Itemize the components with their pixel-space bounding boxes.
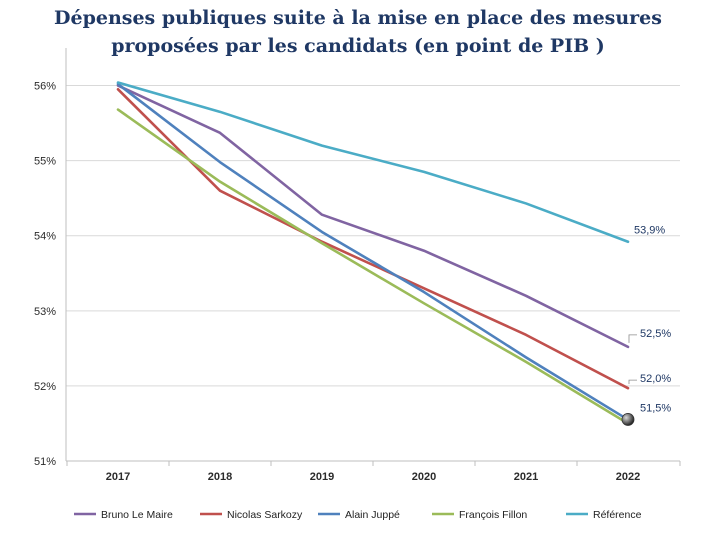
series-line-alain-juppe <box>116 82 630 422</box>
legend-item-reference: Référence <box>566 509 642 521</box>
data-label-leader <box>628 334 637 343</box>
x-tick-label: 2022 <box>616 471 640 483</box>
legend: Bruno Le Maire Nicolas Sarkozy Alain Juppé… <box>74 509 642 521</box>
data-label-leader <box>628 379 637 385</box>
y-tick-label: 56% <box>34 81 56 93</box>
data-label-francois-fillon: 51,5% <box>640 402 671 414</box>
x-tick-label: 2019 <box>310 471 334 483</box>
x-tick-label: 2018 <box>208 471 232 483</box>
legend-label: Alain Juppé <box>345 509 400 521</box>
data-label-bruno-le-maire: 52,5% <box>640 328 671 340</box>
data-labels: 53,9% 52,5% 52,0% 51,5% <box>628 225 671 414</box>
data-label-reference: 53,9% <box>634 225 665 237</box>
series-line-nicolas-sarkozy <box>116 88 630 390</box>
data-label-nicolas-sarkozy: 52,0% <box>640 373 671 385</box>
series-line-reference <box>116 81 630 244</box>
x-tick-label: 2017 <box>106 471 130 483</box>
series-line-francois-fillon <box>116 108 630 425</box>
y-tick-label: 51% <box>34 456 56 468</box>
legend-item-francois-fillon: François Fillon <box>432 509 527 521</box>
chart-title-line-2: proposées par les candidats (en point de… <box>111 35 605 57</box>
y-tick-label: 54% <box>34 231 56 243</box>
end-point-marker <box>621 413 635 426</box>
legend-item-bruno-le-maire: Bruno Le Maire <box>74 509 173 521</box>
chart-title-line-1: Dépenses publiques suite à la mise en pl… <box>54 7 662 29</box>
x-tick-label: 2020 <box>412 471 436 483</box>
x-axis: 2017 2018 2019 2020 2021 2022 <box>66 460 681 483</box>
y-tick-label: 52% <box>34 381 56 393</box>
legend-item-nicolas-sarkozy: Nicolas Sarkozy <box>200 509 303 521</box>
y-tick-label: 53% <box>34 306 56 318</box>
legend-label: François Fillon <box>459 509 527 521</box>
y-tick-label: 55% <box>34 156 56 168</box>
legend-item-alain-juppe: Alain Juppé <box>318 509 400 521</box>
x-tick-label: 2021 <box>514 471 538 483</box>
series-lines <box>116 81 635 426</box>
chart-title: Dépenses publiques suite à la mise en pl… <box>0 4 716 60</box>
legend-label: Référence <box>593 509 642 521</box>
legend-label: Bruno Le Maire <box>101 509 173 521</box>
legend-label: Nicolas Sarkozy <box>227 509 303 521</box>
y-axis: 51% 52% 53% 54% 55% 56% <box>34 48 67 468</box>
series-line-bruno-le-maire <box>116 84 630 349</box>
